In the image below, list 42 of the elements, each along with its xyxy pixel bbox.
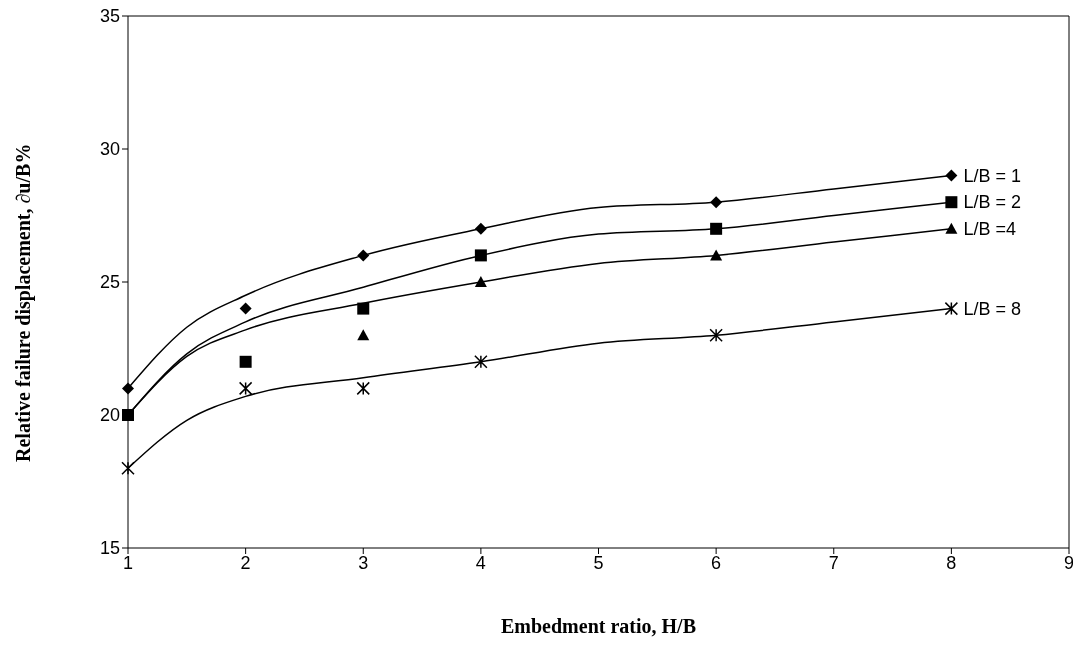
point bbox=[710, 222, 723, 235]
x-tick-label: 1 bbox=[122, 552, 134, 573]
point bbox=[945, 222, 958, 234]
point bbox=[945, 196, 958, 209]
x-tick-label: 9 bbox=[1063, 552, 1075, 573]
x-tick-label: 6 bbox=[711, 552, 722, 573]
series-label: L/B = 1 bbox=[963, 165, 1021, 186]
y-axis-title: Relative failure displacement, ∂u/B% bbox=[12, 143, 36, 462]
point bbox=[474, 249, 487, 262]
point bbox=[474, 222, 487, 235]
point bbox=[357, 329, 370, 341]
point bbox=[710, 196, 723, 209]
point bbox=[474, 276, 487, 287]
point bbox=[710, 249, 723, 261]
point bbox=[474, 355, 488, 369]
point bbox=[357, 249, 370, 262]
point bbox=[121, 461, 135, 475]
series-label: L/B =4 bbox=[963, 218, 1016, 239]
series-label: L/B = 2 bbox=[963, 192, 1021, 213]
y-tick-label: 20 bbox=[99, 405, 120, 426]
point bbox=[122, 409, 134, 421]
point bbox=[709, 328, 723, 342]
y-tick-label: 25 bbox=[99, 272, 120, 293]
point bbox=[945, 169, 958, 182]
y-tick-label: 35 bbox=[99, 6, 120, 27]
point bbox=[944, 301, 959, 316]
point bbox=[357, 302, 370, 315]
x-tick-label: 8 bbox=[946, 552, 957, 573]
x-axis-title: Embedment ratio, H/B bbox=[501, 615, 696, 637]
point bbox=[122, 382, 134, 395]
point bbox=[238, 381, 253, 396]
x-tick-label: 5 bbox=[593, 552, 604, 573]
point bbox=[239, 355, 252, 368]
x-tick-label: 2 bbox=[240, 552, 251, 573]
point bbox=[239, 302, 252, 315]
x-tick-label: 7 bbox=[828, 552, 839, 573]
x-tick-label: 4 bbox=[475, 552, 486, 573]
y-tick-label: 30 bbox=[99, 139, 120, 160]
series-label: L/B = 8 bbox=[963, 298, 1021, 319]
point bbox=[356, 381, 370, 396]
y-tick-label: 15 bbox=[99, 538, 120, 559]
x-tick-label: 3 bbox=[358, 552, 369, 573]
